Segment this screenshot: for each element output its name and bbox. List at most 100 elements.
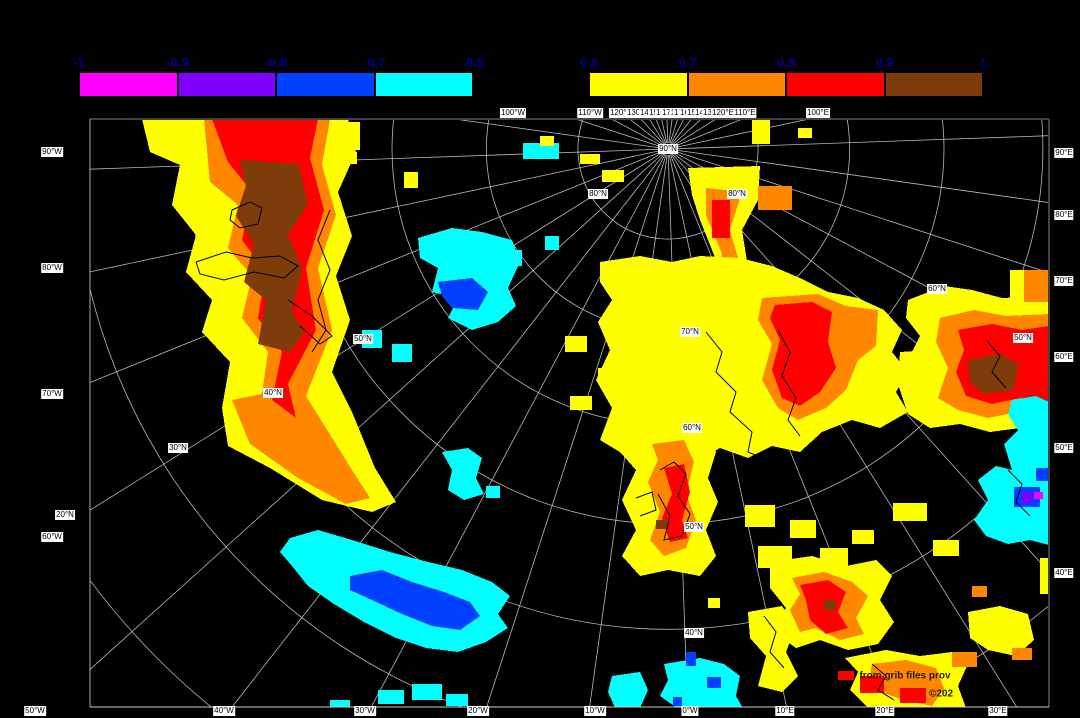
colorbar-negative-segment-purple (177, 72, 276, 97)
data-patch-yellow (1040, 558, 1049, 594)
lat-label: 20°N (55, 510, 75, 520)
data-patch-cyan (486, 486, 500, 498)
meridian (668, 119, 673, 144)
coastline (287, 299, 333, 345)
meridian (90, 148, 663, 170)
data-patch-yellow (790, 520, 816, 538)
data-patch-yellow (852, 530, 874, 544)
lat-label: 60°N (682, 423, 702, 433)
data-patch-yellow (335, 152, 357, 164)
data-patch-brown (656, 520, 668, 529)
data-patch-orange (1022, 270, 1049, 302)
data-patch-red (860, 676, 884, 693)
coastline (985, 339, 1007, 389)
colorbar-negative-segment-magenta (79, 72, 178, 97)
data-patch-yellow (968, 606, 1034, 656)
data-patch-cyan (660, 658, 743, 707)
meridian (672, 119, 702, 146)
lon-label-bottom: 30°E (988, 706, 1008, 716)
lon-label-left: 90°W (41, 147, 63, 157)
lat-label: 50°N (684, 522, 704, 532)
coastline (777, 329, 801, 437)
data-patch-cyan (545, 236, 559, 250)
data-patch-yellow (752, 120, 770, 144)
colorbar-positive (589, 72, 983, 97)
lon-label-top: 100°E (806, 108, 830, 118)
coastlines (195, 201, 1031, 701)
colorbar-negative-tick: -0.8 (264, 55, 288, 70)
coastline (871, 663, 895, 701)
meridian (670, 119, 685, 144)
data-patch-yellow (602, 170, 624, 182)
lat-label: 30°N (168, 443, 188, 453)
data-patch-cyan (608, 672, 648, 707)
meridian (673, 151, 1049, 353)
lat-label: 70°N (680, 327, 700, 337)
colorbar-negative-tick: -0.5 (461, 55, 485, 70)
data-patch-yellow (745, 505, 775, 527)
lat-label: 80°N (588, 189, 608, 199)
meridian (90, 150, 663, 383)
meridian (673, 119, 812, 149)
data-patch-brown (968, 354, 1018, 394)
coastline (1007, 469, 1031, 517)
lat-label: 50°N (1013, 333, 1033, 343)
lon-label-top: 110°W (577, 108, 603, 118)
lon-label-top: 120°W (608, 108, 636, 118)
data-patch-cyan (412, 684, 442, 700)
lat-label: 90°N (658, 144, 678, 154)
lon-label-left: 70°W (41, 389, 63, 399)
meridian (672, 152, 1049, 448)
data-patch-orange (758, 186, 792, 210)
meridian (231, 153, 665, 707)
colorbar-negative-segment-cyan (374, 72, 473, 97)
lat-label: 60°N (927, 284, 947, 294)
lon-label-top: 110°E (733, 108, 757, 118)
data-patch-cyan (392, 344, 412, 362)
data-patch-yellow (598, 368, 618, 382)
data-patch-yellow (404, 172, 418, 188)
data-patch-cyan (506, 250, 522, 266)
colorbar-negative-tick: -1 (73, 55, 85, 70)
lon-label-bottom: 10°W (584, 706, 606, 716)
data-patch-orange (1012, 648, 1032, 660)
data-patch-yellow (580, 154, 600, 164)
data-patch-yellow (340, 122, 360, 150)
data-patch-yellow (565, 336, 587, 352)
data-patch-orange (952, 652, 977, 667)
lat-label: 40°N (684, 628, 704, 638)
data-patch-red (900, 688, 926, 703)
colorbar-positive-tick: 0.7 (678, 55, 697, 70)
watermark-text: ©202 (928, 688, 954, 700)
meridian (90, 149, 663, 273)
colorbar-positive-segment-brown (884, 72, 983, 97)
data-patch-purple (1022, 492, 1032, 503)
meridian (486, 154, 667, 707)
data-patch-yellow (540, 136, 554, 146)
coastline (229, 201, 263, 229)
lon-label-right: 70°E (1054, 276, 1074, 286)
coastline (657, 461, 691, 541)
watermark-text: from grib files prov (859, 670, 951, 682)
lon-label-top: 120°E (711, 108, 735, 118)
lon-label-right: 40°E (1054, 568, 1074, 578)
meridian (669, 119, 679, 144)
data-patch-red (770, 302, 836, 406)
data-patch-blue (1036, 468, 1049, 481)
data-patch-yellow (748, 606, 798, 692)
data-patch-magenta (1034, 492, 1043, 499)
colorbar-positive-tick: 0.5 (579, 55, 599, 70)
colorbar-positive-tick: 1 (979, 55, 987, 70)
colorbar-negative-tick-labels: -1 -0.9 -0.8 -0.7 -0.5 (73, 55, 484, 70)
colorbar-negative-segment-blue (276, 72, 375, 97)
colorbar-positive-segment-orange (687, 72, 786, 97)
colorbar-negative-tick: -0.7 (363, 55, 386, 70)
parallel-80N (577, 119, 759, 240)
lat-label: 80°N (727, 189, 747, 199)
data-patch-yellow (1010, 270, 1024, 304)
lat-label: 40°N (263, 388, 283, 398)
data-patch-cyan (974, 396, 1049, 545)
data-patch-yellow (933, 540, 959, 556)
lon-label-right: 90°E (1054, 148, 1074, 158)
